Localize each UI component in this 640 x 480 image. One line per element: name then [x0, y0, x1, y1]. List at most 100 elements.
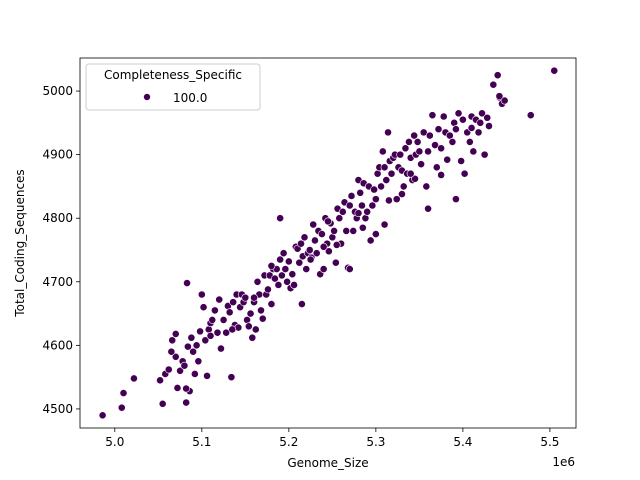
data-point: [164, 365, 173, 374]
data-point: [283, 277, 291, 286]
data-point: [417, 160, 426, 169]
data-point: [457, 157, 466, 165]
data-point: [244, 322, 253, 331]
data-point: [401, 144, 410, 153]
x-tick-label: 5.2: [279, 435, 298, 449]
data-point: [203, 371, 211, 380]
data-point: [550, 66, 559, 75]
data-point: [295, 258, 304, 267]
data-point: [415, 147, 424, 156]
data-point: [312, 249, 321, 258]
data-point: [405, 138, 413, 146]
data-point: [476, 118, 485, 127]
data-point: [189, 347, 198, 356]
data-point: [454, 109, 463, 118]
data-point: [485, 122, 493, 130]
data-point: [258, 314, 267, 323]
data-point: [396, 150, 405, 159]
data-point: [229, 298, 238, 307]
data-point: [279, 249, 288, 258]
data-point: [213, 328, 222, 337]
data-point: [271, 274, 279, 283]
data-point: [257, 306, 265, 315]
data-point: [349, 227, 358, 235]
data-point: [366, 236, 375, 245]
data-point: [119, 389, 128, 397]
data-point: [222, 328, 231, 337]
data-point: [410, 131, 419, 140]
data-point: [319, 265, 328, 273]
data-point: [342, 227, 351, 235]
data-point: [306, 255, 315, 264]
data-point: [378, 147, 387, 156]
data-point: [281, 265, 290, 273]
data-point: [450, 118, 459, 127]
data-point: [345, 201, 354, 210]
data-point: [411, 174, 419, 183]
data-point: [267, 300, 276, 308]
data-point: [526, 111, 535, 120]
plot-area-frame: [79, 57, 577, 429]
data-point: [358, 201, 366, 210]
data-point: [371, 230, 380, 238]
data-point: [380, 220, 389, 229]
y-tick-label: 4500: [42, 402, 73, 416]
data-point: [276, 214, 285, 223]
data-point: [338, 207, 347, 216]
data-point: [387, 169, 396, 178]
data-point: [187, 333, 196, 342]
data-point: [196, 327, 204, 336]
x-axis-offset-label: 1e6: [552, 455, 575, 469]
data-point: [347, 192, 356, 200]
data-point: [171, 330, 180, 338]
y-axis-label: Total_Coding_Sequences: [13, 169, 27, 317]
data-point: [478, 109, 486, 118]
x-axis-ticks: 5.0 5.1 5.2 5.3 5.4 5.5: [105, 428, 559, 449]
data-point: [406, 169, 415, 178]
data-point: [318, 230, 326, 238]
data-point: [434, 125, 443, 134]
legend-box: [85, 63, 261, 111]
data-point: [373, 169, 382, 178]
y-tick-label: 4800: [42, 211, 73, 225]
data-point: [250, 293, 258, 302]
data-point: [437, 144, 446, 153]
data-point: [176, 366, 184, 375]
data-point: [428, 111, 437, 120]
data-point: [248, 333, 257, 342]
data-point: [392, 195, 401, 204]
data-point: [380, 163, 389, 172]
data-point: [204, 325, 213, 334]
data-point: [117, 403, 126, 412]
data-point: [241, 293, 250, 302]
data-point: [98, 411, 107, 420]
data-point: [452, 195, 460, 204]
data-point: [192, 341, 201, 350]
data-point: [180, 361, 189, 370]
data-point: [156, 376, 164, 385]
data-point: [302, 265, 311, 273]
data-point: [201, 336, 210, 345]
data-point: [217, 344, 225, 353]
data-point: [305, 246, 314, 254]
data-point: [243, 316, 251, 324]
data-point: [290, 281, 298, 289]
data-point: [208, 316, 217, 324]
data-point: [495, 92, 504, 101]
data-point: [309, 220, 318, 229]
y-axis-ticks: 4500 4600 4700 4800 4900 5000: [42, 84, 80, 416]
data-point: [182, 398, 191, 407]
data-point: [432, 163, 441, 172]
data-point: [274, 281, 283, 289]
data-point: [483, 113, 492, 122]
data-point: [311, 236, 319, 245]
data-point: [385, 196, 393, 205]
data-point: [328, 233, 337, 242]
data-point: [219, 316, 228, 324]
data-point: [246, 309, 255, 318]
data-point: [210, 306, 219, 315]
data-point: [194, 357, 203, 366]
data-point: [474, 128, 483, 137]
data-point: [215, 295, 224, 304]
